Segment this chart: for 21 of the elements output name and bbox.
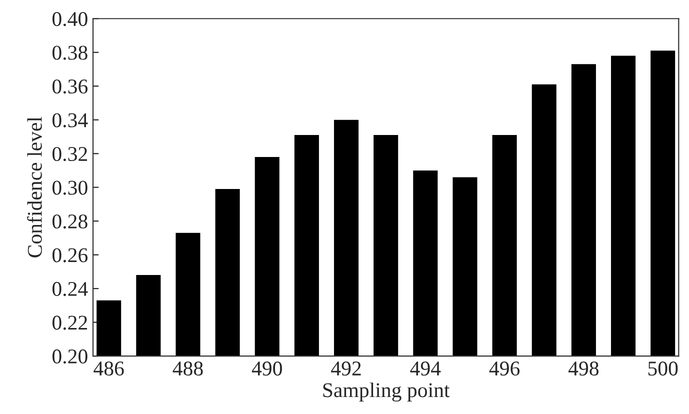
y-tick-label: 0.30 xyxy=(52,180,88,195)
y-axis-title: Confidence level xyxy=(27,116,42,258)
x-tick-label: 500 xyxy=(648,362,678,376)
y-tick-label: 0.38 xyxy=(52,46,88,60)
x-axis-title: Sampling point xyxy=(323,382,450,402)
x-tick-label: 498 xyxy=(568,362,599,376)
x-tick-label: 486 xyxy=(94,362,124,376)
y-tick-label: 0.36 xyxy=(52,79,88,94)
y-tick-label: 0.20 xyxy=(52,349,88,364)
y-tick-label: 0.24 xyxy=(52,282,88,296)
x-tick-label: 494 xyxy=(410,362,441,376)
y-tick-label: 0.40 xyxy=(52,12,88,26)
x-tick-label: 490 xyxy=(252,362,282,376)
x-tick-label: 492 xyxy=(331,362,361,376)
y-tick-label: 0.26 xyxy=(52,248,88,262)
y-tick-label: 0.32 xyxy=(52,146,88,162)
x-tick-label: 496 xyxy=(489,362,520,376)
x-tick-label: 488 xyxy=(172,362,203,376)
y-tick-label: 0.22 xyxy=(52,316,88,330)
y-tick-label: 0.28 xyxy=(52,214,88,229)
y-tick-label: 0.34 xyxy=(52,113,88,128)
